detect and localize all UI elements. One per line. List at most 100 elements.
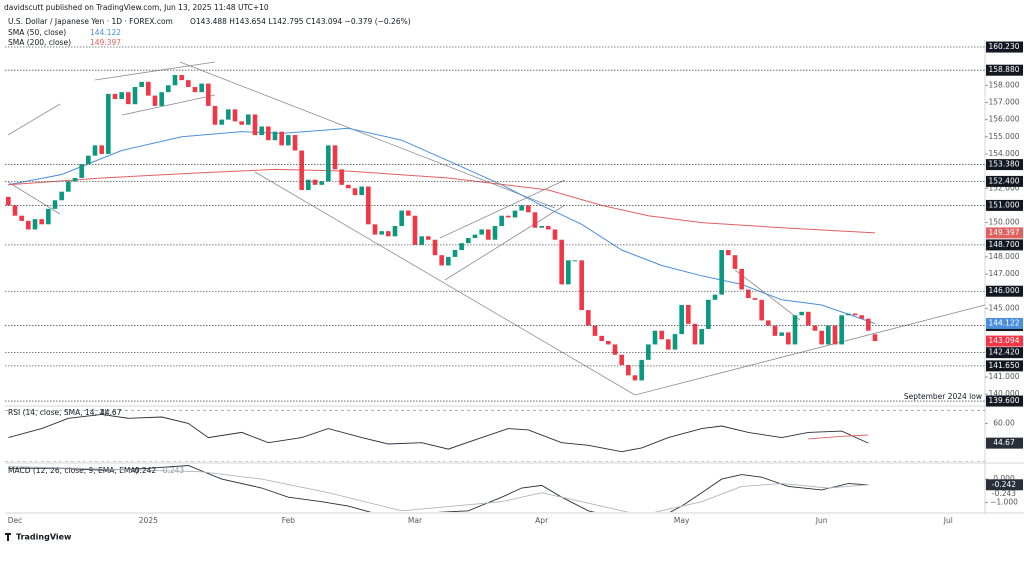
x-tick-label: Dec bbox=[8, 516, 23, 525]
candle-body bbox=[19, 215, 24, 221]
x-tick-label: Apr bbox=[535, 516, 549, 525]
rsi-value: 44.67 bbox=[100, 408, 122, 417]
candle-body bbox=[639, 359, 644, 381]
trend-line bbox=[7, 181, 61, 215]
y-tick-label: 154.000 bbox=[988, 149, 1019, 158]
rsi-pane bbox=[5, 410, 985, 462]
candle-body bbox=[72, 177, 78, 182]
trend-line bbox=[444, 204, 566, 281]
x-tick-label: Jul bbox=[943, 516, 953, 525]
candle-body bbox=[246, 114, 251, 125]
candle-body bbox=[439, 255, 444, 266]
candle-body bbox=[659, 330, 664, 340]
candle-body bbox=[866, 318, 871, 331]
y-tick-label: 145.000 bbox=[988, 303, 1019, 312]
candle-body bbox=[239, 121, 244, 125]
candle-body bbox=[792, 315, 798, 345]
annotation: September 2024 low bbox=[904, 392, 982, 401]
candle-body bbox=[119, 92, 124, 100]
y-tick-label: 158.000 bbox=[988, 80, 1019, 89]
candle-body bbox=[292, 135, 298, 151]
price-label: 149.397 bbox=[988, 228, 1019, 237]
candle-body bbox=[712, 294, 718, 300]
candle-body bbox=[806, 311, 811, 326]
y-tick-label: 156.000 bbox=[988, 115, 1019, 124]
candle-body bbox=[206, 83, 211, 106]
candle-body bbox=[872, 334, 878, 342]
candle-body bbox=[772, 325, 778, 336]
y-tick-label: 0.000 bbox=[993, 474, 1015, 483]
candle-body bbox=[92, 145, 98, 156]
candle-body bbox=[272, 131, 278, 141]
candle-body bbox=[52, 200, 58, 209]
candle-body bbox=[279, 131, 284, 146]
candle-body bbox=[826, 325, 831, 345]
candle-body bbox=[26, 220, 31, 230]
candle-body bbox=[332, 145, 338, 170]
candle-body bbox=[226, 109, 231, 120]
y-tick-label: 141.000 bbox=[988, 372, 1019, 381]
candle-body bbox=[832, 325, 838, 345]
level-label-box bbox=[986, 395, 1023, 407]
candle-body bbox=[512, 210, 518, 218]
candle-body bbox=[579, 260, 584, 311]
candle-body bbox=[619, 354, 624, 366]
candle-body bbox=[819, 330, 824, 345]
candle-body bbox=[679, 304, 684, 335]
candle-body bbox=[726, 250, 731, 256]
candle-body bbox=[799, 311, 804, 316]
level-label: 158.880 bbox=[988, 65, 1019, 74]
candle-body bbox=[552, 229, 558, 240]
candle-body bbox=[419, 236, 424, 245]
candle-body bbox=[592, 325, 598, 336]
candle-body bbox=[752, 298, 758, 300]
candle-body bbox=[506, 215, 511, 218]
candle-body bbox=[266, 126, 271, 141]
candle-body bbox=[546, 226, 551, 230]
legend-name: SMA (50, close) bbox=[8, 28, 66, 37]
candle-body bbox=[632, 375, 638, 381]
candle-body bbox=[812, 325, 818, 331]
candle-body bbox=[406, 210, 411, 216]
candle-body bbox=[852, 313, 858, 316]
candle-body bbox=[412, 215, 418, 245]
level-label: 152.400 bbox=[988, 176, 1019, 185]
candle-body bbox=[666, 339, 671, 350]
level-label: 139.600 bbox=[988, 396, 1019, 405]
candle-body bbox=[132, 87, 138, 105]
candle-body bbox=[539, 226, 544, 228]
level-label-box bbox=[986, 360, 1023, 372]
candle-body bbox=[572, 260, 578, 262]
candle-body bbox=[59, 191, 64, 201]
candle-body bbox=[612, 344, 618, 355]
y-tick-label: 147.000 bbox=[988, 269, 1019, 278]
rsi-label-box bbox=[986, 437, 1023, 449]
candle-body bbox=[739, 268, 744, 290]
candle-body bbox=[566, 260, 571, 285]
macd-label-box bbox=[986, 479, 1023, 491]
candle-body bbox=[166, 85, 171, 93]
last-price-label-box bbox=[986, 335, 1023, 347]
level-label: 148.700 bbox=[988, 240, 1019, 249]
macd-title: MACD (12, 26, close, 9, EMA, EMA) bbox=[8, 466, 138, 475]
legend-value: 144.122 bbox=[90, 28, 121, 37]
trend-line bbox=[94, 61, 216, 81]
candle-body bbox=[179, 75, 184, 81]
candle-body bbox=[839, 315, 844, 345]
candle-body bbox=[599, 335, 604, 341]
candle-body bbox=[346, 184, 351, 189]
main-pane bbox=[6, 75, 878, 381]
candle-body bbox=[779, 332, 784, 336]
candle-body bbox=[846, 313, 851, 316]
level-label-box bbox=[986, 175, 1023, 187]
candle-body bbox=[232, 109, 238, 122]
price-label: 144.122 bbox=[988, 318, 1019, 327]
candle-body bbox=[686, 304, 691, 324]
candle-body bbox=[766, 320, 771, 326]
level-label: 160.230 bbox=[988, 42, 1019, 51]
quote: O143.488 H143.654 L142.795 C143.094 −0.3… bbox=[190, 17, 411, 26]
candle-body bbox=[86, 155, 91, 165]
candle-body bbox=[466, 238, 471, 244]
candle-body bbox=[299, 150, 304, 190]
